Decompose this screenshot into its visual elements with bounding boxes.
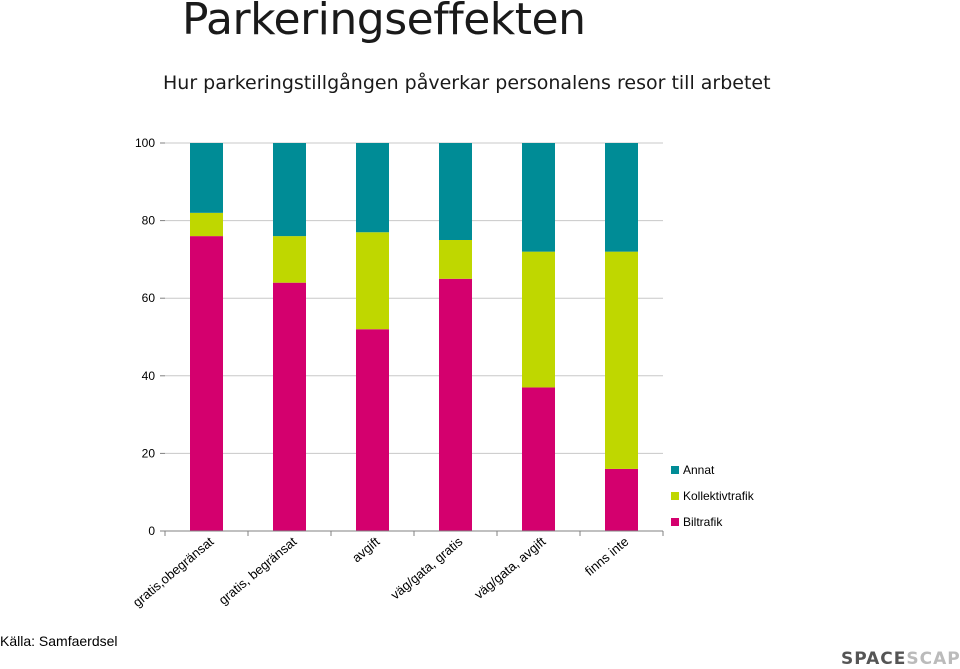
bar-segment: [190, 143, 223, 213]
spacescape-logo: SPACESCAPE: [841, 649, 960, 669]
bar-segment: [439, 143, 472, 240]
bar-segment: [605, 468, 638, 531]
x-axis-labels: gratis,obegränsat gratis, begränsat avgift…: [130, 533, 632, 609]
y-tick-label: 40: [142, 369, 156, 383]
bar-segment: [439, 240, 472, 279]
legend-label: Annat: [683, 463, 715, 477]
bars: [190, 143, 638, 531]
bar-segment: [356, 143, 389, 233]
chart-subtitle: Hur parkeringstillgången påverkar person…: [163, 72, 771, 94]
legend-swatch: [671, 518, 679, 526]
x-tick-label: väg/gata, avgift: [471, 534, 548, 602]
bar-segment: [190, 212, 223, 237]
bar-segment: [522, 143, 555, 252]
legend-swatch: [671, 492, 679, 500]
source-note: Källa: Samfaerdsel: [0, 633, 118, 649]
y-tick-label: 80: [142, 214, 156, 228]
legend-label: Biltrafik: [683, 515, 723, 529]
bar-segment: [356, 232, 389, 330]
bar-segment: [439, 278, 472, 531]
x-tick-label: finns inte: [582, 534, 632, 579]
x-tick-label: avgift: [349, 534, 383, 566]
y-axis-ticks: 0 20 40 60 80 100: [135, 136, 165, 538]
x-tick-label: gratis,obegränsat: [130, 534, 217, 610]
bar-segment: [522, 387, 555, 531]
bar-segment: [273, 143, 306, 237]
page-title: Parkeringseffekten: [182, 0, 586, 45]
legend: Annat Kollektivtrafik Biltrafik: [671, 463, 755, 529]
bar-segment: [273, 282, 306, 531]
bar-segment: [605, 251, 638, 469]
y-tick-label: 60: [142, 291, 156, 305]
y-tick-label: 20: [142, 446, 156, 460]
y-tick-label: 100: [135, 136, 155, 150]
bar-segment: [356, 329, 389, 531]
logo-part1: SPACE: [841, 649, 907, 669]
y-tick-label: 0: [148, 524, 155, 538]
bar-segment: [522, 251, 555, 388]
x-tick-label: väg/gata, gratis: [388, 533, 466, 602]
legend-swatch: [671, 466, 679, 474]
x-tick-label: gratis, begränsat: [216, 534, 300, 608]
bar-segment: [190, 236, 223, 531]
bar-segment: [273, 236, 306, 283]
gridlines: [165, 142, 663, 454]
legend-label: Kollektivtrafik: [683, 489, 755, 503]
x-axis: [164, 530, 664, 536]
logo-part2: SCAPE: [906, 649, 960, 669]
bar-segment: [605, 143, 638, 252]
